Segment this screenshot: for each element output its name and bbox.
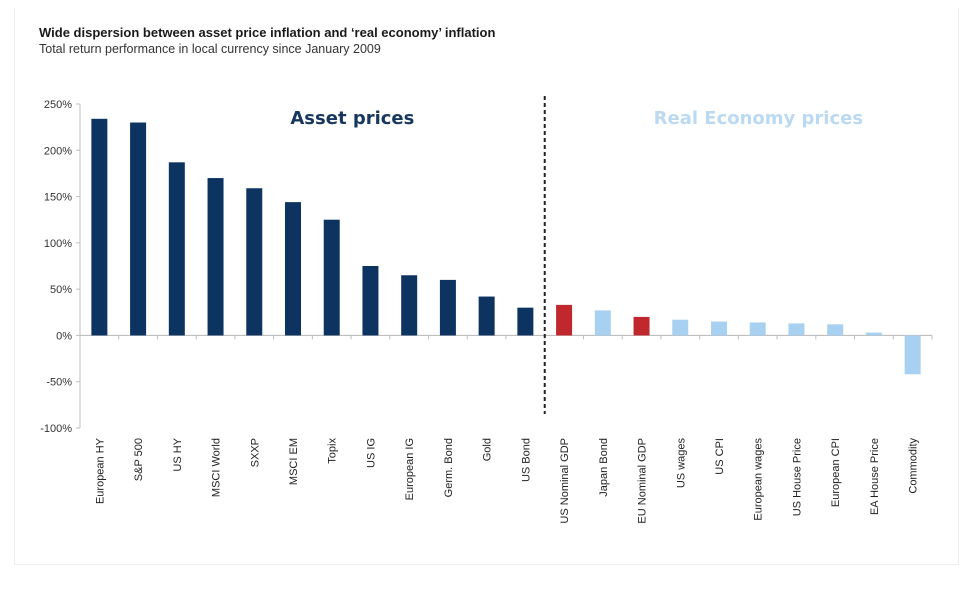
x-tick-label: Topix <box>327 438 339 464</box>
x-tick-label: US Nominal GDP <box>559 438 571 524</box>
real-economy-prices-label: Real Economy prices <box>654 108 863 129</box>
x-tick-label: Japan Bond <box>598 438 610 497</box>
y-tick-label: 150% <box>44 192 72 204</box>
x-tick-label: European IG <box>404 438 416 500</box>
bar-european-ig <box>401 275 418 336</box>
x-tick-label: European wages <box>753 438 765 521</box>
x-tick-label: Commodity <box>908 438 920 494</box>
x-tick-label: US House Price <box>791 438 803 516</box>
bar-us-nominal-gdp <box>556 304 573 336</box>
bar-topix <box>323 219 340 336</box>
bar-us-hy <box>168 162 185 336</box>
bar-european-cpi <box>827 324 844 336</box>
x-tick-label: US CPI <box>714 438 726 475</box>
y-tick-label: 250% <box>44 99 72 111</box>
bar-sxxp <box>246 188 263 336</box>
x-tick-label: MSCI World <box>211 438 223 497</box>
y-tick-label: 0% <box>56 330 72 342</box>
bar-germ-bond <box>439 279 456 336</box>
bar-s-p-500 <box>130 122 147 336</box>
bar-us-cpi <box>711 321 727 336</box>
x-tick-label: MSCI EM <box>288 438 300 485</box>
x-tick-label: European HY <box>94 437 106 504</box>
bar-gold <box>478 296 495 336</box>
bar-msci-world <box>207 178 224 336</box>
chart-frame <box>14 8 959 565</box>
bar-us-ig <box>362 266 379 336</box>
bar-japan-bond <box>594 310 611 336</box>
x-tick-label: EA House Price <box>869 438 881 515</box>
x-tick-label: US IG <box>365 438 377 468</box>
x-tick-label: S&P 500 <box>133 438 145 481</box>
bar-commodity <box>904 335 921 375</box>
bar-us-house-price <box>788 323 805 336</box>
bar-us-wages <box>672 319 689 336</box>
y-tick-label: -50% <box>46 377 72 389</box>
x-tick-label: Gold <box>482 438 494 461</box>
x-tick-label: US Bond <box>520 438 532 482</box>
y-tick-label: 50% <box>50 284 72 296</box>
y-tick-label: 100% <box>44 238 72 250</box>
y-tick-label: -100% <box>40 423 72 435</box>
x-tick-label: EU Nominal GDP <box>637 438 649 524</box>
x-tick-label: Germ. Bond <box>443 438 455 497</box>
bar-european-hy <box>91 118 108 336</box>
x-tick-label: US HY <box>172 437 184 471</box>
x-tick-label: European CPI <box>830 438 842 507</box>
bar-us-bond <box>517 307 534 336</box>
bar-msci-em <box>285 202 301 336</box>
bar-european-wages <box>749 322 766 336</box>
x-tick-label: SXXP <box>249 438 261 467</box>
chart-subtitle: Total return performance in local curren… <box>39 42 381 56</box>
chart-title: Wide dispersion between asset price infl… <box>39 25 496 40</box>
bar-eu-nominal-gdp <box>633 316 650 336</box>
y-tick-label: 200% <box>44 145 72 157</box>
bar-ea-house-price <box>865 332 882 336</box>
asset-prices-label: Asset prices <box>290 108 414 129</box>
x-tick-label: US wages <box>675 438 687 489</box>
